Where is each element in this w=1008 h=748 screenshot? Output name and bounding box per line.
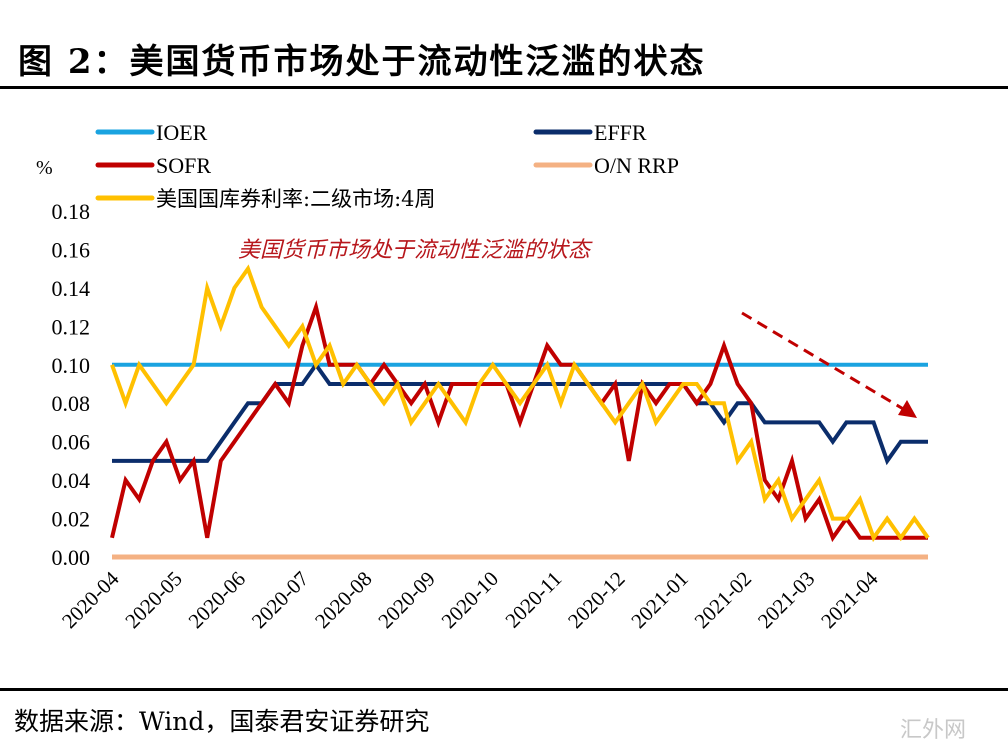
legend-label: EFFR — [594, 120, 647, 145]
x-tick-label: 2021-02 — [690, 567, 756, 633]
x-tick-label: 2021-04 — [816, 566, 883, 633]
x-tick-label: 2020-12 — [563, 567, 629, 633]
x-tick-label: 2020-07 — [247, 567, 313, 633]
x-tick-label: 2020-10 — [437, 567, 503, 633]
legend-label: SOFR — [156, 153, 211, 178]
series-line-sofr — [110, 300, 928, 543]
legend-label: 美国国库券利率:二级市场:4周 — [156, 187, 436, 211]
y-tick-label: 0.04 — [52, 468, 91, 493]
x-tick-label: 2020-08 — [310, 567, 376, 633]
y-tick-label: 0.10 — [52, 353, 91, 378]
top-rule — [0, 86, 1008, 89]
line-chart: IOER EFFR SOFR O/N RRP 美国国库券利率:二级市场:4周 % 0.0… — [36, 120, 930, 633]
y-axis-unit-label: % — [36, 157, 53, 179]
legend-label: IOER — [156, 120, 208, 145]
y-tick-label: 0.12 — [52, 314, 91, 339]
legend-label: O/N RRP — [594, 153, 679, 178]
x-tick-label: 2021-01 — [626, 567, 692, 633]
trend-arrow-icon — [741, 311, 917, 418]
y-tick-label: 0.08 — [52, 391, 91, 416]
series-line-tbill-4w — [110, 264, 930, 543]
y-tick-label: 0.02 — [52, 507, 91, 532]
y-axis-ticks: 0.00 0.02 0.04 0.06 0.08 0.10 0.12 0.14 0.16 0.18 — [52, 199, 91, 570]
y-tick-label: 0.06 — [52, 430, 91, 455]
series-lines — [110, 264, 930, 560]
y-tick-label: 0.18 — [52, 199, 91, 224]
series-line-effr — [112, 361, 928, 466]
x-tick-label: 2020-06 — [184, 567, 250, 633]
chart-annotation: 美国货币市场处于流动性泛滥的状态 — [238, 238, 593, 263]
y-tick-label: 0.16 — [52, 237, 91, 262]
trend-arrow-shaft — [741, 311, 906, 412]
data-source-note: 数据来源：Wind，国泰君安证券研究 — [14, 707, 430, 736]
bottom-rule — [0, 688, 1008, 691]
x-tick-label: 2020-04 — [57, 566, 124, 633]
y-tick-label: 0.14 — [52, 276, 91, 301]
legend: IOER EFFR SOFR O/N RRP 美国国库券利率:二级市场:4周 — [95, 120, 679, 211]
x-tick-label: 2020-09 — [373, 567, 439, 633]
x-tick-label: 2021-03 — [753, 567, 819, 633]
y-tick-label: 0.00 — [52, 545, 91, 570]
x-tick-label: 2020-05 — [120, 567, 186, 633]
x-axis-ticks: 2020-042020-052020-062020-072020-082020-… — [57, 566, 883, 633]
figure-title: 图 2：美国货币市场处于流动性泛滥的状态 — [18, 42, 706, 82]
watermark: 汇外网 — [900, 718, 967, 743]
trend-arrow-head — [898, 400, 917, 418]
x-tick-label: 2020-11 — [500, 567, 566, 633]
